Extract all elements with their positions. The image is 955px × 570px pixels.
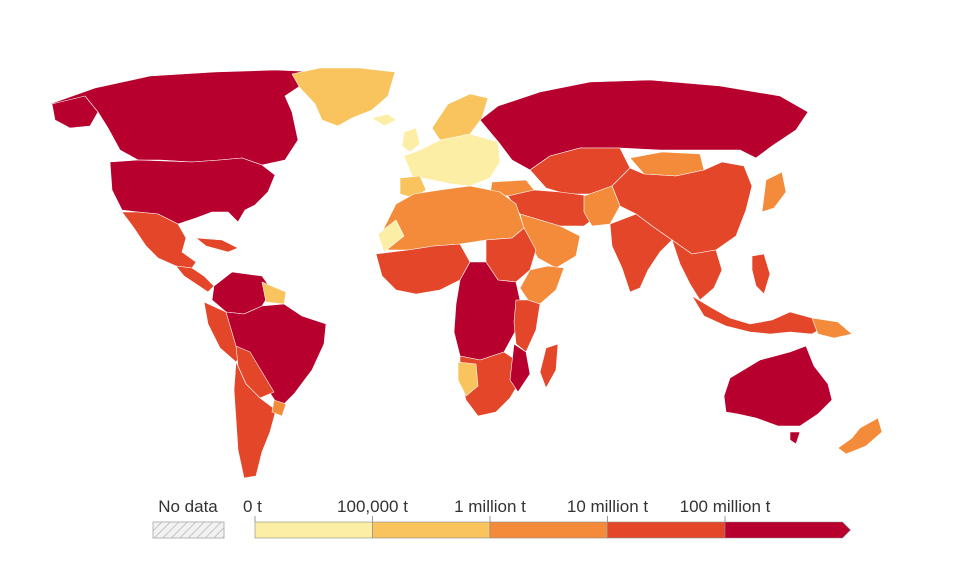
region-central-america[interactable]: [175, 265, 215, 293]
region-caribbean[interactable]: [195, 237, 239, 253]
region-tasmania[interactable]: [789, 431, 801, 445]
legend-tick-label-2: 1 million t: [454, 497, 526, 516]
region-scandinavia[interactable]: [431, 93, 489, 141]
map-legend: No data 0 t 100,000 t 1 million t 10 millio…: [152, 497, 851, 539]
region-greenland[interactable]: [291, 67, 396, 127]
region-new-zealand[interactable]: [837, 417, 883, 455]
legend-no-data-swatch: [152, 521, 225, 539]
region-alaska[interactable]: [51, 95, 99, 129]
legend-bin-1[interactable]: [372, 521, 491, 539]
world-choropleth-map: [49, 67, 883, 479]
legend-bin-2[interactable]: [489, 521, 608, 539]
legend-bin-0[interactable]: [254, 521, 373, 539]
region-horn-of-africa[interactable]: [519, 265, 565, 305]
region-east-africa[interactable]: [513, 299, 541, 353]
region-west-africa[interactable]: [375, 243, 471, 295]
region-canada[interactable]: [49, 69, 321, 166]
legend-tick-label-1: 100,000 t: [337, 497, 408, 516]
region-madagascar[interactable]: [539, 343, 559, 389]
region-uruguay[interactable]: [271, 399, 287, 417]
region-guianas[interactable]: [261, 281, 287, 305]
region-europe[interactable]: [403, 133, 501, 187]
region-philippines[interactable]: [751, 253, 771, 295]
legend-tick-label-4: 100 million t: [680, 497, 771, 516]
region-namibia[interactable]: [457, 361, 479, 397]
legend-bin-4[interactable]: [724, 521, 851, 539]
legend-no-data-label: No data: [158, 497, 218, 516]
region-indonesia[interactable]: [691, 295, 827, 335]
region-uk-ireland[interactable]: [401, 127, 421, 153]
region-iceland[interactable]: [371, 113, 397, 127]
region-papua[interactable]: [811, 317, 853, 339]
region-india[interactable]: [609, 213, 673, 293]
region-southeast-asia[interactable]: [671, 239, 723, 301]
region-australia[interactable]: [723, 345, 833, 427]
region-japan[interactable]: [761, 171, 787, 213]
legend-bin-3[interactable]: [607, 521, 726, 539]
region-argentina-chile[interactable]: [233, 361, 277, 479]
region-mexico[interactable]: [121, 211, 197, 269]
region-mozambique[interactable]: [509, 343, 531, 393]
legend-tick-label-0: 0 t: [243, 497, 262, 516]
region-western-sahara[interactable]: [377, 219, 405, 253]
legend-tick-label-3: 10 million t: [567, 497, 649, 516]
